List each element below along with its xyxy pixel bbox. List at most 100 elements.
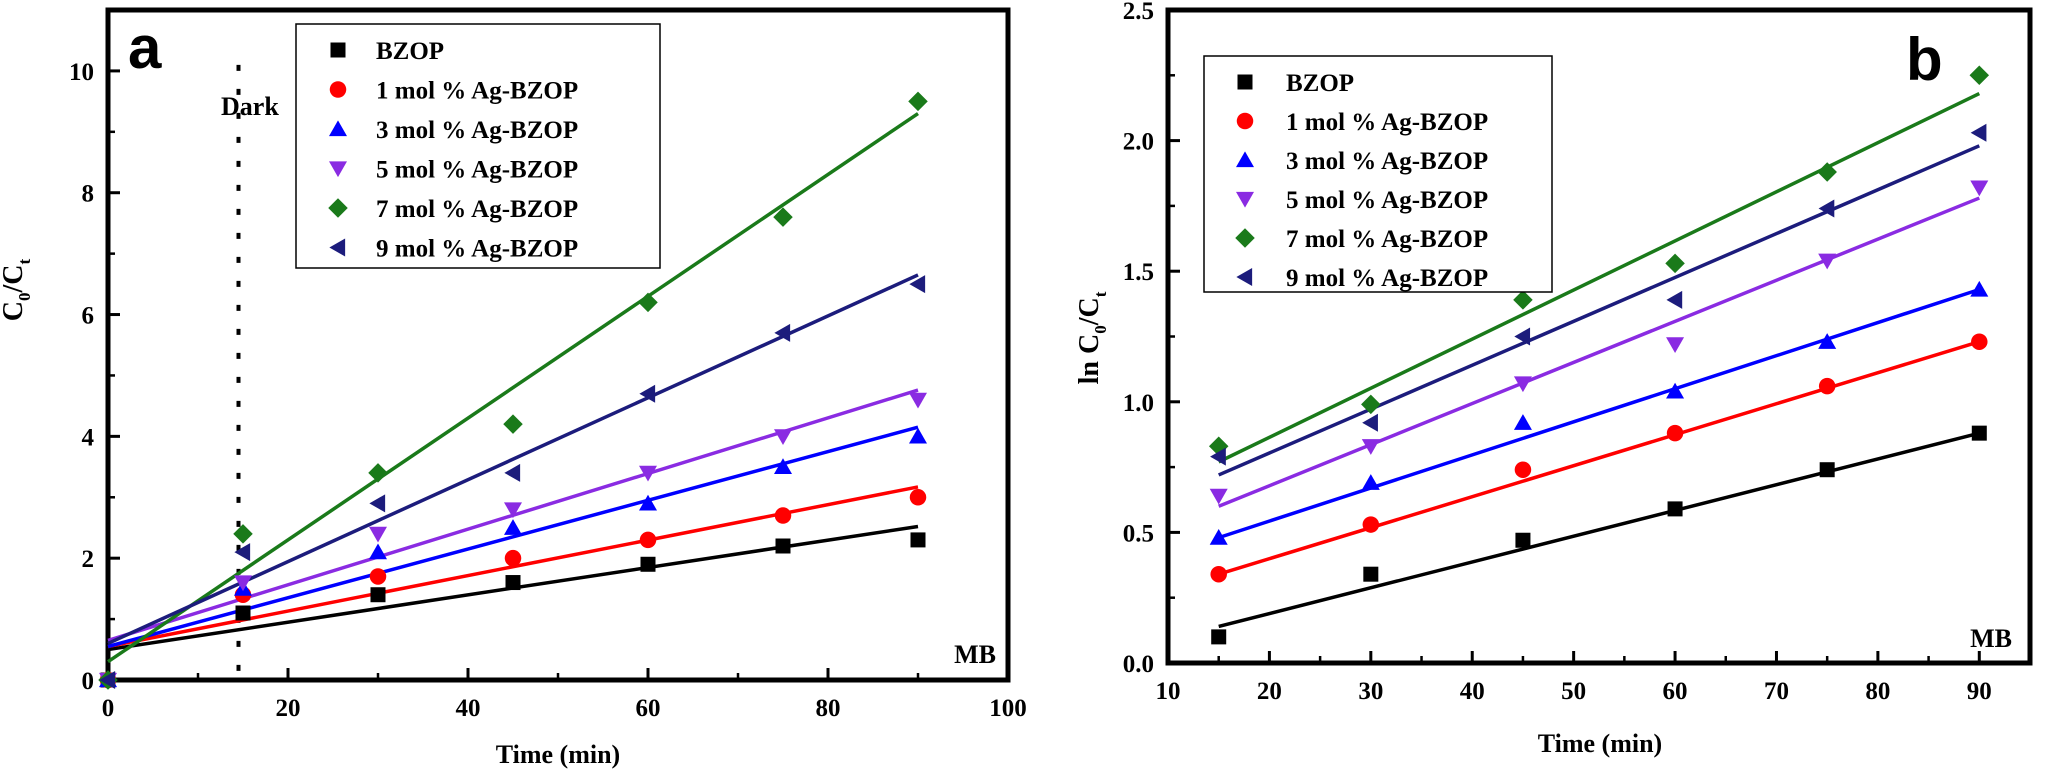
data-point <box>1818 199 1835 218</box>
chart-panel-b: 10 20 30 40 50 60 70 80 90 0.0 0.5 1.0 1.5 2.0 2.5 Time… <box>1074 0 2033 758</box>
data-point <box>639 494 657 511</box>
legend-marker <box>1235 228 1255 248</box>
legend-marker <box>1236 151 1254 168</box>
legend-label: 1 mol % Ag-BZOP <box>1286 109 1488 136</box>
data-point <box>1514 461 1532 478</box>
data-point <box>1665 253 1685 274</box>
data-point <box>503 414 523 434</box>
data-point <box>1666 424 1684 442</box>
y-tick-label: 6 <box>82 303 95 330</box>
y-tick-label: 2 <box>82 546 95 573</box>
data-point <box>1361 439 1380 455</box>
legend-marker <box>329 238 346 257</box>
legend-label: 7 mol % Ag-BZOP <box>1286 226 1488 253</box>
x-tick-label: 40 <box>1460 678 1485 705</box>
fit-line <box>1218 144 1980 477</box>
legend-label: 7 mol % Ag-BZOP <box>376 196 578 223</box>
x-axis-label: Time (min) <box>1538 729 1662 758</box>
y-axis-label-sub: t <box>1091 291 1110 297</box>
data-point <box>638 292 658 313</box>
data-point <box>1666 290 1683 309</box>
data-point <box>1361 474 1380 490</box>
data-point <box>1513 376 1532 393</box>
fit-line <box>1217 92 1981 464</box>
data-point <box>1363 566 1379 582</box>
legend-label: BZOP <box>1286 70 1354 97</box>
data-point <box>235 605 251 621</box>
legend-label: BZOP <box>376 38 444 65</box>
data-point <box>369 494 386 513</box>
data-point <box>909 275 926 294</box>
data-point <box>504 549 522 567</box>
y-tick-label: 4 <box>82 424 95 451</box>
legend-marker <box>329 120 347 137</box>
data-point <box>640 556 656 572</box>
data-point <box>1970 280 1989 297</box>
data-point <box>1210 447 1226 466</box>
data-point <box>369 526 387 543</box>
data-point <box>639 531 657 549</box>
data-point <box>1514 327 1531 346</box>
legend-box <box>1203 55 1553 293</box>
data-point <box>1209 488 1228 505</box>
x-tick-label: 90 <box>1967 678 1992 705</box>
data-point <box>774 323 791 342</box>
panel-letter: a <box>128 14 162 81</box>
annotation-label: MB <box>954 640 996 669</box>
annotation-label: MB <box>1970 624 2012 653</box>
legend-marker <box>329 161 347 178</box>
data-point <box>774 507 792 524</box>
legend-marker <box>1236 191 1254 208</box>
y-axis-label-sub: t <box>15 258 34 264</box>
y-tick-label: 2.5 <box>1123 0 1154 25</box>
x-tick-label: 60 <box>636 695 661 722</box>
legend-marker <box>1236 112 1254 130</box>
data-point <box>1971 333 1988 350</box>
y-tick-label: 0.0 <box>1123 651 1154 678</box>
x-tick-label: 60 <box>1663 678 1688 705</box>
data-point <box>1362 413 1378 432</box>
x-tick-label: 10 <box>1156 678 1181 705</box>
y-tick-label: 8 <box>82 181 95 208</box>
fit-line <box>1218 287 1980 540</box>
data-point <box>908 91 928 112</box>
data-point <box>1211 629 1227 645</box>
data-point <box>368 463 388 483</box>
data-point <box>234 575 252 592</box>
dark-label: Dark <box>221 92 279 121</box>
data-point <box>1210 565 1227 583</box>
fit-line <box>1218 196 1980 508</box>
fit-line <box>107 112 919 664</box>
legend-marker <box>1237 74 1253 90</box>
data-point <box>504 502 522 519</box>
x-tick-label: 30 <box>1358 678 1383 705</box>
legend-box <box>295 23 661 269</box>
legend-label: 5 mol % Ag-BZOP <box>376 157 578 184</box>
y-tick-label: 2.0 <box>1123 129 1154 156</box>
data-point <box>1362 516 1380 533</box>
legend-label: 5 mol % Ag-BZOP <box>1286 187 1488 214</box>
x-tick-label: 20 <box>276 695 301 722</box>
legend-label: 9 mol % Ag-BZOP <box>1286 265 1488 292</box>
data-point <box>1971 425 1987 441</box>
legend-label: 9 mol % Ag-BZOP <box>376 236 578 263</box>
data-point <box>1667 501 1683 517</box>
data-point <box>910 532 926 548</box>
legend-marker <box>1236 268 1253 286</box>
data-point <box>234 543 251 562</box>
data-point <box>1818 253 1837 270</box>
data-point <box>233 524 253 544</box>
y-tick-label: 0.5 <box>1123 520 1154 547</box>
data-point <box>909 392 927 409</box>
data-point <box>1819 462 1835 478</box>
data-point <box>1970 180 1989 197</box>
y-axis-label: ln C0/Ct <box>1074 291 1110 384</box>
y-axis-label: C0/Ct <box>0 258 34 321</box>
y-axis-label-main: C <box>0 301 29 321</box>
data-point <box>1513 414 1532 430</box>
data-point <box>370 587 386 603</box>
x-tick-label: 70 <box>1764 678 1789 705</box>
data-point <box>1666 337 1685 353</box>
